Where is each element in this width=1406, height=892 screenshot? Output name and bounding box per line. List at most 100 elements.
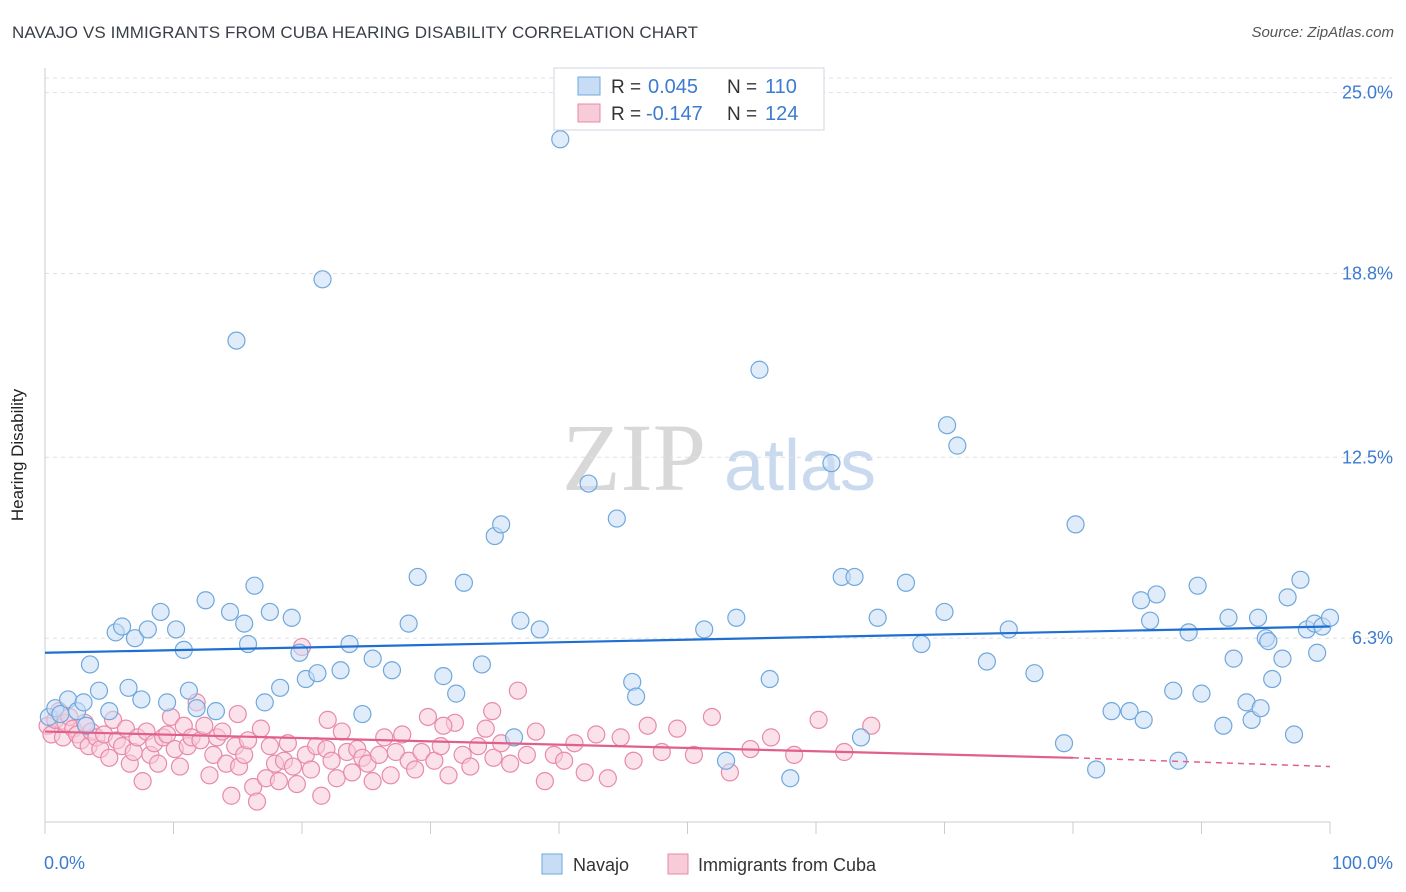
cuba-point — [327, 769, 346, 788]
navajo-point — [227, 331, 246, 350]
navajo-point — [434, 667, 453, 686]
cuba-point — [535, 772, 554, 791]
cuba-point — [343, 763, 362, 782]
legend-cuba-r-label: R = — [611, 104, 641, 125]
navajo-point — [132, 690, 151, 709]
navajo-point — [340, 634, 359, 654]
cuba-point — [484, 748, 503, 767]
navajo-point — [912, 634, 931, 654]
cuba-point — [431, 737, 450, 756]
cuba-point — [555, 751, 574, 770]
navajo-point — [1248, 608, 1268, 627]
navajo-point — [1284, 725, 1304, 744]
cuba-point — [439, 766, 458, 785]
navajo-point — [282, 608, 301, 627]
cuba-point — [526, 722, 545, 741]
navajo-point — [166, 620, 186, 639]
navajo-point — [363, 649, 382, 668]
watermark-atlas: atlas — [724, 426, 876, 506]
cuba-point — [195, 716, 214, 735]
navajo-point — [1140, 611, 1160, 630]
chart-source: Source: ZipAtlas.com — [1251, 24, 1394, 41]
cuba-point — [332, 722, 351, 741]
navajo-point — [1102, 702, 1121, 721]
navajo-point — [472, 655, 491, 674]
x-tick-label: 100.0% — [1332, 853, 1393, 873]
chart-title: NAVAJO VS IMMIGRANTS FROM CUBA HEARING D… — [12, 23, 699, 42]
legend-top: R = 0.045 N = 110 R = -0.147 N = 124 — [553, 67, 825, 131]
cuba-trend-line — [44, 730, 1074, 759]
navajo-point — [977, 652, 997, 671]
navajo-point — [1219, 608, 1238, 627]
navajo-point — [1054, 734, 1074, 753]
navajo-point — [845, 567, 864, 587]
cuba-point — [684, 745, 704, 764]
navajo-point — [781, 769, 800, 788]
cuba-point — [434, 716, 453, 735]
navajo-point — [1120, 702, 1139, 721]
cuba-point — [100, 748, 119, 767]
cuba-point — [785, 745, 804, 764]
navajo-point — [1224, 649, 1243, 668]
navajo-point — [399, 614, 418, 633]
cuba-point — [386, 742, 405, 762]
gridlines — [45, 77, 1392, 639]
cuba-point — [587, 725, 606, 744]
cuba-point — [301, 760, 321, 779]
cuba-point — [375, 728, 394, 747]
legend-navajo-n-label: N = — [727, 77, 757, 98]
cuba-point — [381, 766, 400, 785]
cuba-point — [247, 792, 267, 811]
navajo-point — [196, 591, 215, 610]
cuba-point — [761, 728, 781, 747]
navajo-point — [1263, 669, 1282, 689]
cuba-point — [260, 737, 279, 756]
navajo-point — [822, 454, 841, 473]
cuba-point — [251, 719, 270, 738]
navajo-point — [1320, 608, 1340, 627]
navajo-point — [1251, 699, 1270, 718]
cuba-point — [418, 707, 438, 727]
navajo-point — [1273, 649, 1292, 668]
navajo-point — [1169, 751, 1188, 770]
y-tick-label: 25.0% — [1342, 83, 1393, 103]
y-tick-label: 6.3% — [1352, 628, 1393, 648]
navajo-point — [851, 728, 871, 747]
navajo-point — [760, 669, 779, 689]
cuba-point — [809, 710, 828, 729]
navajo-point — [408, 567, 427, 587]
cuba-point — [598, 769, 617, 788]
legend-navajo-swatch — [577, 76, 601, 96]
cuba-point — [501, 754, 520, 773]
navajo-point — [1278, 588, 1297, 607]
navajo-point — [331, 661, 350, 680]
legend-bottom-cuba-label: Immigrants from Cuba — [698, 855, 877, 875]
navajo-point — [511, 611, 530, 630]
navajo-point — [220, 602, 240, 622]
navajo-point — [89, 681, 109, 700]
navajo-point — [245, 576, 264, 595]
legend-bottom-navajo-swatch — [541, 853, 563, 875]
navajo-point — [530, 620, 549, 639]
navajo-point — [695, 620, 714, 639]
cuba-point — [287, 774, 306, 794]
cuba-point — [412, 742, 431, 762]
navajo-point — [1087, 760, 1106, 779]
cuba-point — [370, 745, 389, 764]
cuba-point — [322, 751, 341, 770]
cuba-point — [702, 707, 722, 727]
navajo-point — [948, 436, 967, 455]
navajo-point — [868, 608, 887, 627]
navajo-point — [716, 751, 736, 770]
series-cuba-points — [38, 637, 881, 811]
cuba-point — [575, 763, 594, 782]
navajo-point — [727, 608, 746, 627]
cuba-point — [148, 754, 168, 773]
navajo-point — [1259, 632, 1278, 651]
navajo-point — [353, 704, 372, 724]
y-tick-label: 18.8% — [1342, 263, 1393, 283]
cuba-point — [200, 766, 219, 785]
cuba-point — [133, 772, 152, 791]
cuba-point — [204, 745, 223, 764]
navajo-point — [271, 678, 290, 697]
